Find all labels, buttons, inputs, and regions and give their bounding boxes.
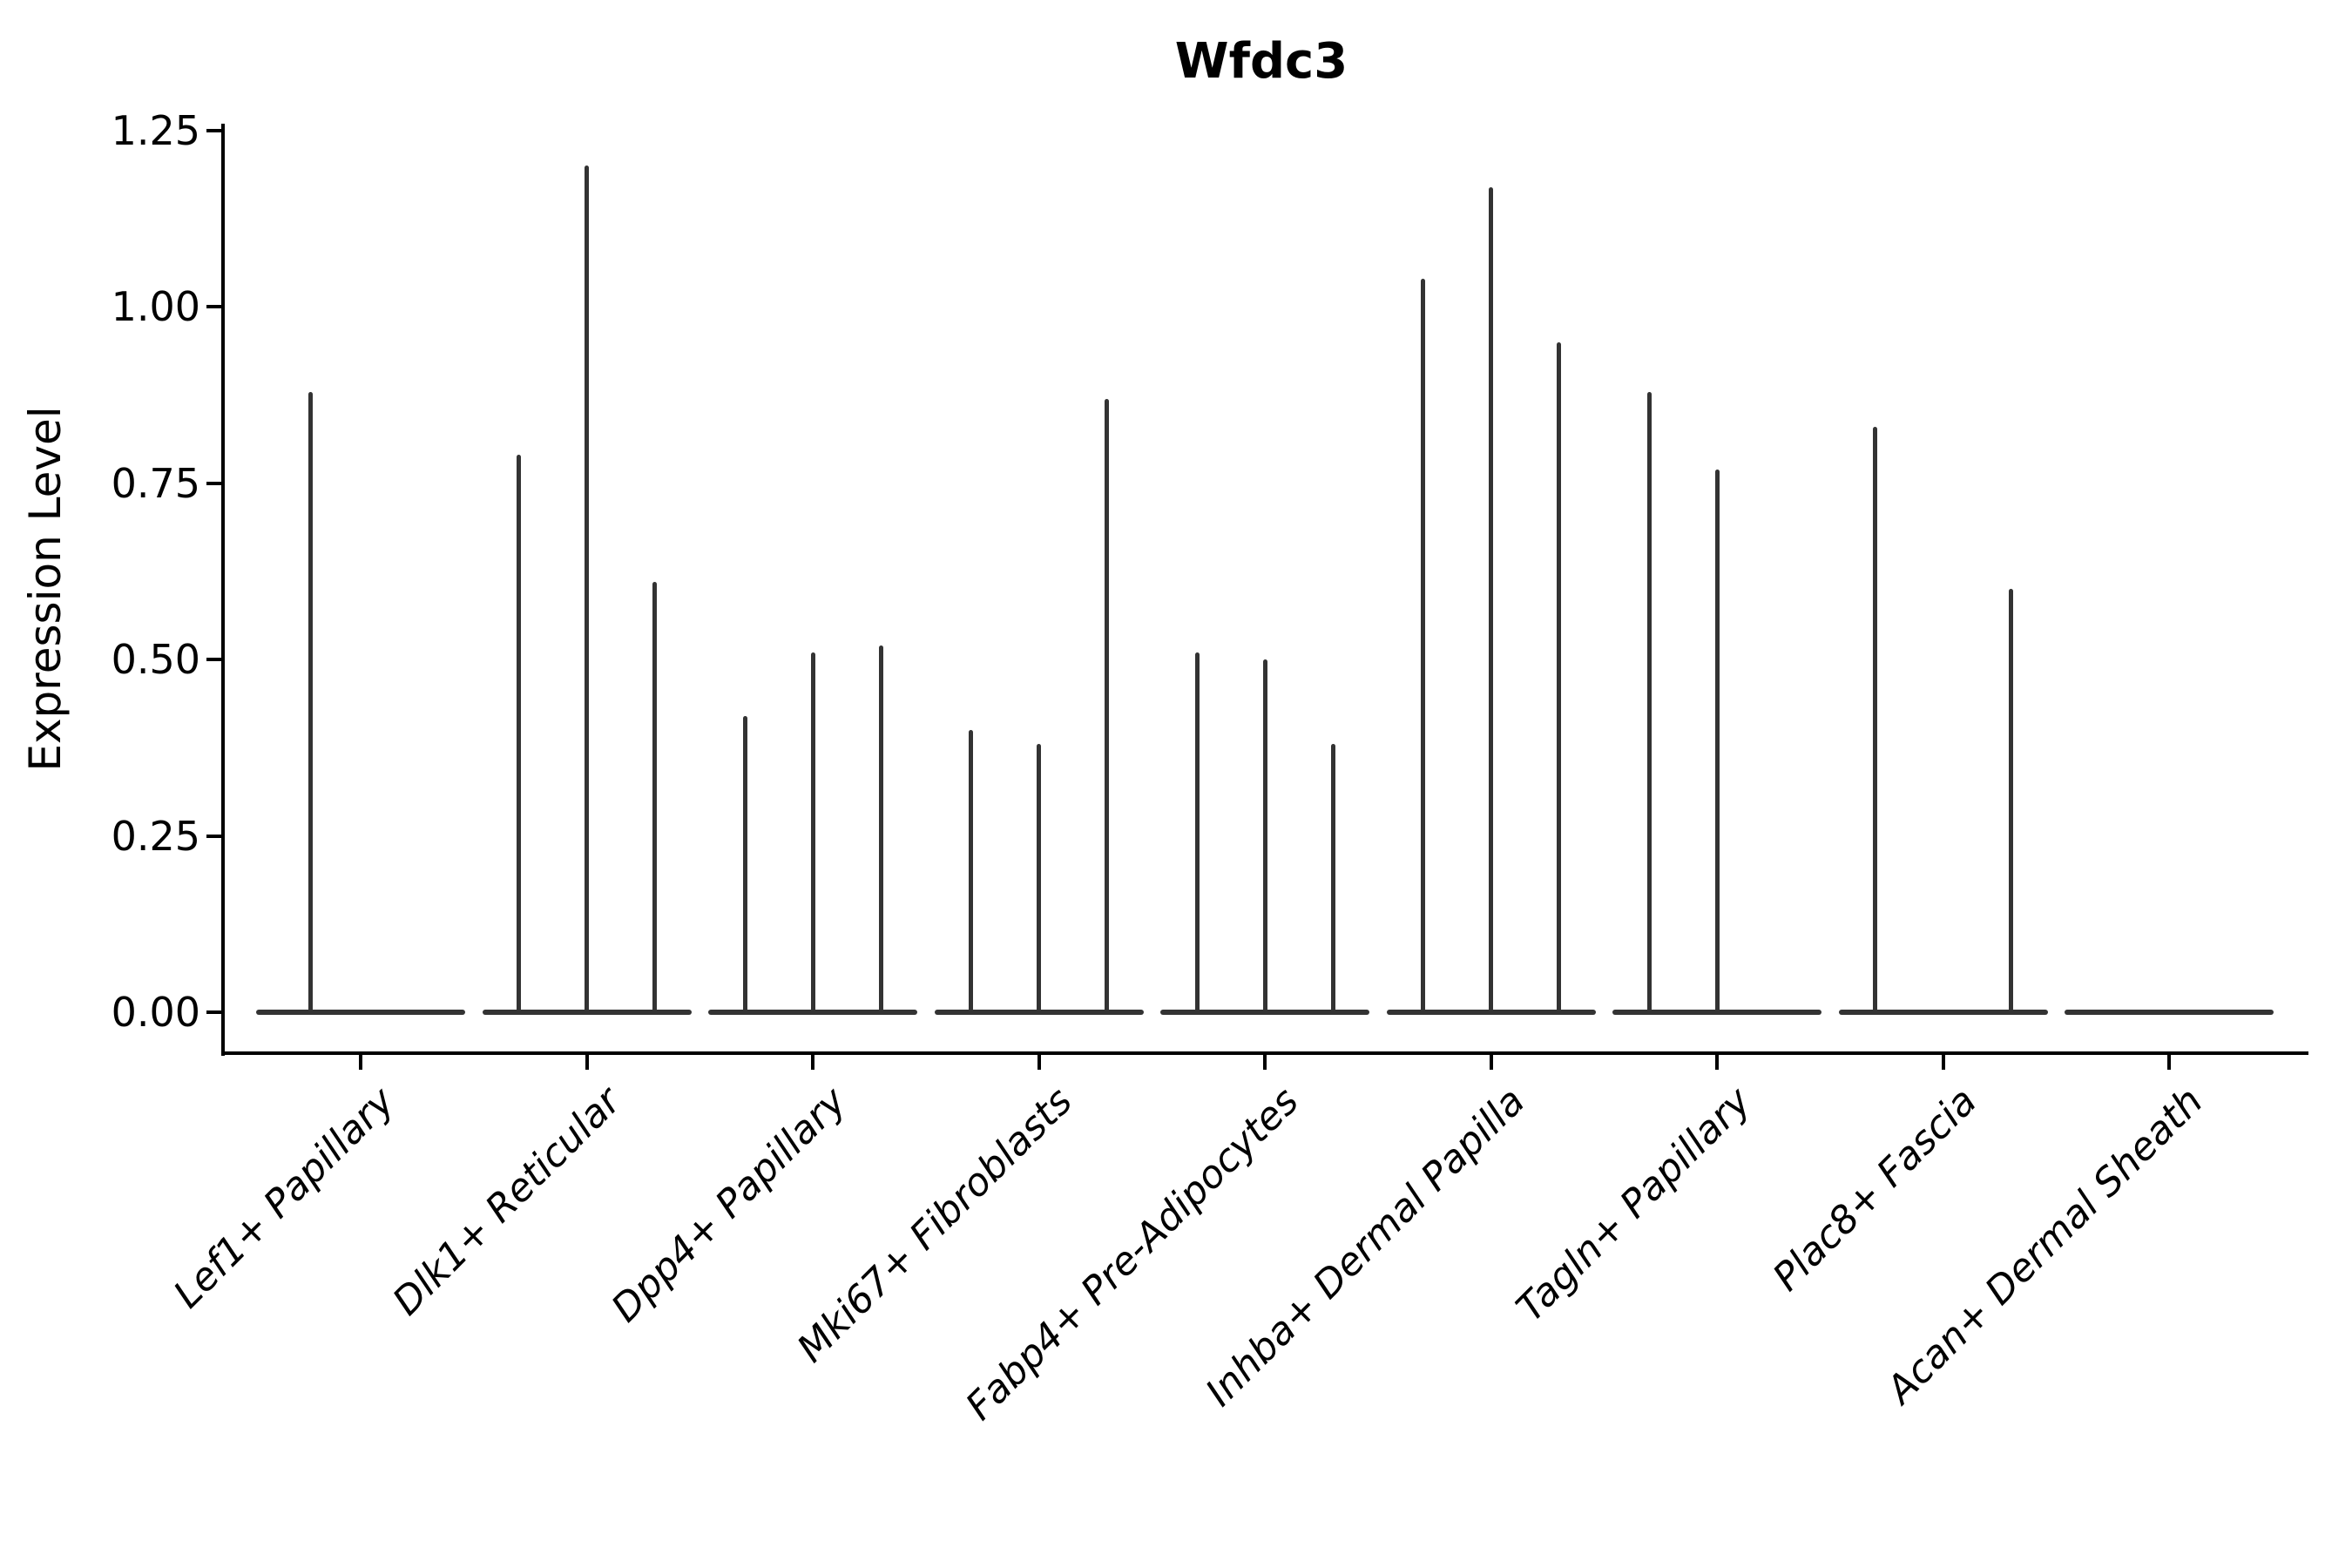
y-axis-spine	[221, 124, 225, 1056]
x-tick-mark	[1715, 1055, 1719, 1070]
y-tick-label: 0.50	[111, 636, 200, 684]
violin-spike	[652, 582, 657, 1014]
x-tick-mark	[585, 1055, 589, 1070]
x-tick-label: Plac8+ Fascia	[1764, 1078, 1986, 1300]
violin-spike	[1194, 652, 1200, 1014]
x-tick-label: Lef1+ Papillary	[165, 1078, 403, 1317]
violin-zero-baseline	[256, 1010, 465, 1015]
x-tick-mark	[2167, 1055, 2171, 1070]
x-tick-mark	[1263, 1055, 1267, 1070]
x-tick-label: Tagln+ Papillary	[1507, 1078, 1760, 1331]
y-tick-mark	[206, 658, 221, 662]
y-tick-mark	[206, 834, 221, 838]
y-tick-mark	[206, 1010, 221, 1014]
violin-spike	[1489, 186, 1493, 1014]
violin-spike	[1714, 469, 1720, 1014]
x-tick-label: Dpp4+ Papillary	[603, 1078, 855, 1331]
violin-zero-baseline	[1838, 1010, 2048, 1015]
y-tick-mark	[206, 481, 221, 485]
violin-spike	[1330, 744, 1335, 1014]
violin-spike	[1037, 744, 1041, 1014]
violin-spike	[1421, 279, 1425, 1014]
x-tick-label: Dlk1+ Reticular	[383, 1078, 630, 1324]
violin-spike	[969, 730, 973, 1014]
y-tick-label: 0.75	[111, 459, 200, 507]
violin-spike	[585, 166, 589, 1014]
x-tick-mark	[1489, 1055, 1493, 1070]
y-tick-label: 0.00	[111, 989, 200, 1036]
y-tick-label: 1.00	[111, 283, 200, 331]
x-tick-mark	[1037, 1055, 1041, 1070]
violin-spike	[878, 645, 883, 1014]
y-axis-label: Expression Level	[20, 406, 71, 772]
violin-spike	[742, 715, 747, 1014]
violin-spike	[1105, 398, 1109, 1014]
y-tick-mark	[206, 129, 221, 132]
violin-spike	[308, 391, 313, 1014]
x-axis-spine	[221, 1051, 2308, 1055]
violin-spike	[1646, 391, 1652, 1014]
violin-spike	[810, 652, 815, 1014]
x-tick-mark	[1941, 1055, 1945, 1070]
x-tick-mark	[359, 1055, 362, 1070]
y-tick-label: 1.25	[111, 107, 200, 154]
x-tick-mark	[811, 1055, 814, 1070]
chart-title: Wfdc3	[1174, 33, 1348, 90]
violin-spike	[2009, 589, 2013, 1014]
violin-spike	[1557, 341, 1561, 1014]
y-tick-label: 0.25	[111, 812, 200, 860]
violin-zero-baseline	[2065, 1010, 2274, 1015]
violin-spike	[517, 455, 521, 1014]
y-tick-mark	[206, 305, 221, 309]
violin-spike	[1262, 659, 1267, 1014]
violin-spike	[1873, 427, 1877, 1014]
